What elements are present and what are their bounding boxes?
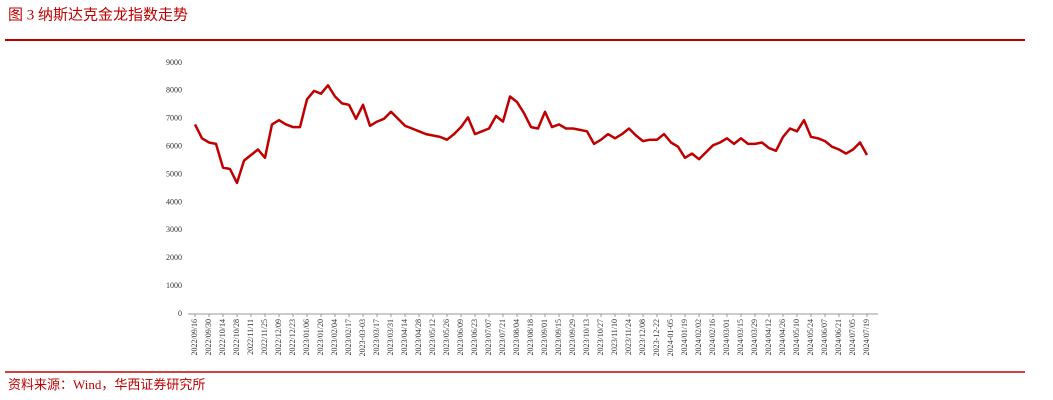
x-tick-label: 2024/04/26 <box>778 319 787 355</box>
data-line <box>193 84 869 185</box>
x-tick-label: 2023/07/07 <box>484 319 493 355</box>
x-tick-label: 2023/06/09 <box>456 319 465 355</box>
x-tick-label: 2023/12/08 <box>638 319 647 355</box>
x-tick-label: 2022/12/09 <box>274 319 283 355</box>
figure-title: 图 3 纳斯达克金龙指数走势 <box>8 6 188 23</box>
x-tick-label: 2024/06/21 <box>834 319 843 355</box>
y-tick-label: 7000 <box>166 114 182 123</box>
x-tick-label: 2023/08/18 <box>526 319 535 355</box>
y-tick-label: 8000 <box>166 86 182 95</box>
x-tick-label: 2023/08/04 <box>512 319 521 355</box>
x-tick-label: 2023/02/17 <box>344 319 353 355</box>
x-tick-label: 2024-01-05 <box>666 319 675 356</box>
x-tick-label: 2023/02/04 <box>330 319 339 355</box>
x-tick-label: 2022/12/23 <box>288 319 297 355</box>
x-tick-label: 2024/02/16 <box>708 319 717 355</box>
x-tick-label: 2023/09/01 <box>540 319 549 355</box>
x-tick-label: 2024/07/05 <box>848 319 857 355</box>
x-tick-label: 2024/06/07 <box>820 319 829 355</box>
y-tick-label: 0 <box>178 309 182 318</box>
x-tick-label: 2023/01/20 <box>316 319 325 355</box>
x-tick-label: 2023-03-03 <box>358 319 367 356</box>
x-tick-label: 2022/11/25 <box>260 319 269 355</box>
x-tick-label: 2023/09/15 <box>554 319 563 355</box>
x-tick-label: 2022/09/30 <box>204 319 213 355</box>
x-tick-label: 2022/11/11 <box>246 319 255 355</box>
x-tick-label: 2024/03/01 <box>722 319 731 355</box>
x-tick-label: 2022/09/16 <box>190 319 199 355</box>
y-tick-label: 4000 <box>166 197 182 206</box>
y-tick-label: 9000 <box>166 58 182 67</box>
x-tick-label: 2023/07/21 <box>498 319 507 355</box>
x-tick-label: 2024/02/02 <box>694 319 703 355</box>
y-tick-label: 6000 <box>166 141 182 150</box>
source-note: 资料来源：Wind，华西证券研究所 <box>8 377 205 392</box>
x-tick-label: 2022/10/28 <box>232 319 241 355</box>
x-tick-label: 2023/05/26 <box>442 319 451 355</box>
x-tick-label: 2024/05/24 <box>806 319 815 355</box>
x-tick-label: 2024/04/12 <box>764 319 773 355</box>
x-tick-label: 2024/01/19 <box>680 319 689 355</box>
x-tick-label: 2024/05/10 <box>792 319 801 355</box>
x-tick-label: 2023/01/06 <box>302 319 311 355</box>
x-tick-label: 2023-12-22 <box>652 319 661 356</box>
x-tick-label: 2023/04/14 <box>400 319 409 355</box>
y-tick-label: 5000 <box>166 169 182 178</box>
y-tick-label: 1000 <box>166 281 182 290</box>
x-tick-label: 2024/03/29 <box>750 319 759 355</box>
x-tick-label: 2023/11/10 <box>610 319 619 355</box>
x-tick-label: 2023/03/31 <box>386 319 395 355</box>
x-tick-label: 2023/03/17 <box>372 319 381 355</box>
x-tick-label: 2023/10/13 <box>582 319 591 355</box>
x-tick-label: 2022/10/14 <box>218 319 227 355</box>
y-tick-label: 3000 <box>166 225 182 234</box>
x-tick-label: 2024/03/15 <box>736 319 745 355</box>
x-tick-label: 2023/04/28 <box>414 319 423 355</box>
x-tick-label: 2023/05/12 <box>428 319 437 355</box>
x-tick-label: 2023/06/23 <box>470 319 479 355</box>
x-tick-label: 2024/07/19 <box>862 319 871 355</box>
x-tick-label: 2023/09/29 <box>568 319 577 355</box>
y-tick-label: 2000 <box>166 253 182 262</box>
x-tick-label: 2023/10/27 <box>596 319 605 355</box>
x-tick-label: 2023/11/24 <box>624 319 633 355</box>
